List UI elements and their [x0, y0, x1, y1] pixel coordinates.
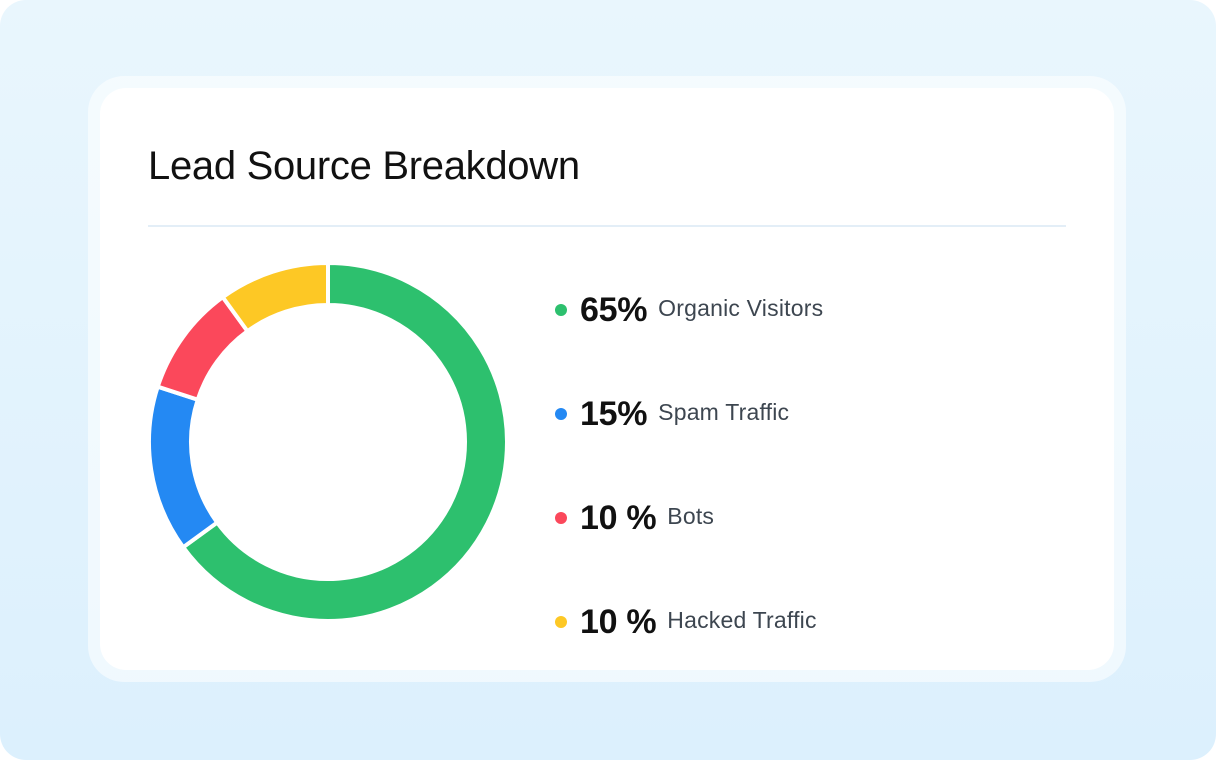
legend-value: 65% [580, 290, 648, 329]
card-frame: Lead Source Breakdown 65% Organic Visito… [88, 76, 1126, 682]
donut-slice-organic-visitors [180, 262, 508, 622]
title-divider [148, 225, 1066, 227]
legend-swatch [555, 408, 567, 420]
legend-value: 10 % [580, 498, 657, 537]
legend-item-organic-visitors: 65% Organic Visitors [555, 280, 823, 340]
legend-item-spam-traffic: 15% Spam Traffic [555, 384, 789, 444]
legend-value: 10 % [580, 602, 657, 641]
legend-item-hacked-traffic: 10 % Hacked Traffic [555, 592, 817, 652]
chart-title: Lead Source Breakdown [148, 144, 580, 188]
legend-label: Hacked Traffic [667, 606, 817, 633]
legend-label: Spam Traffic [658, 398, 790, 425]
lead-source-card: Lead Source Breakdown 65% Organic Visito… [100, 88, 1114, 670]
legend-value: 15% [580, 394, 648, 433]
legend-swatch [555, 304, 567, 316]
legend-label: Bots [667, 502, 715, 529]
legend-swatch [555, 616, 567, 628]
donut-chart [148, 262, 508, 622]
legend-swatch [555, 512, 567, 524]
donut-slice-spam-traffic [148, 384, 220, 551]
donut-slice-hacked-traffic [219, 262, 330, 334]
legend-label: Organic Visitors [658, 294, 824, 321]
legend-item-bots: 10 % Bots [555, 488, 714, 548]
